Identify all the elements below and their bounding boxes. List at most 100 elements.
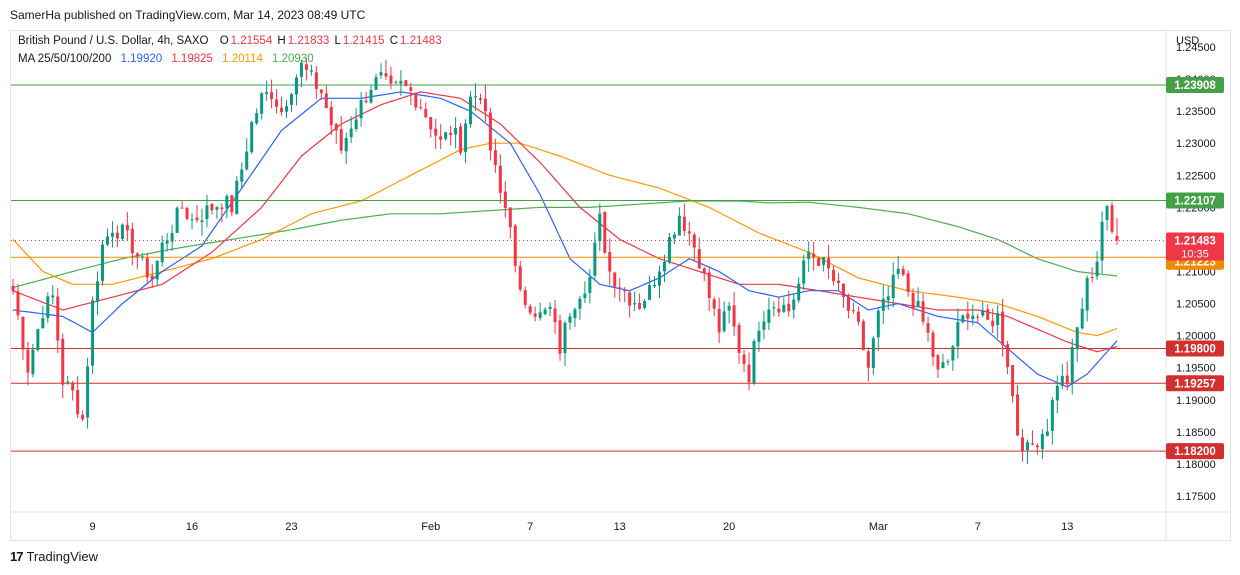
candle: [444, 132, 448, 141]
currency-label[interactable]: USD: [1176, 35, 1200, 47]
candle: [294, 74, 298, 106]
candle-body: [31, 349, 35, 375]
candle-body: [96, 281, 100, 302]
candle: [503, 181, 507, 218]
candle-body: [289, 94, 293, 105]
candle: [851, 302, 855, 314]
candle: [901, 265, 905, 277]
candle: [46, 292, 50, 323]
candle: [1016, 385, 1020, 437]
low-value: 1.21415: [342, 35, 385, 47]
candle-body: [409, 87, 413, 91]
candle-body: [986, 309, 990, 320]
candle-body: [464, 123, 468, 153]
ma100-value: 1.20114: [222, 53, 263, 65]
candle-body: [981, 310, 985, 316]
candle-body: [782, 304, 786, 312]
ma-title[interactable]: MA 25/50/100/200: [18, 53, 112, 65]
level-badge-1.23908-bg: [1166, 77, 1224, 94]
candle-body: [394, 81, 398, 83]
ma-legend: MA 25/50/100/200 1.19920 1.19825 1.20114…: [18, 53, 316, 65]
candle: [493, 138, 497, 173]
candle: [866, 347, 870, 382]
candle-body: [41, 318, 45, 329]
candle-body: [628, 292, 632, 306]
candle-body: [304, 64, 308, 70]
candle: [558, 314, 562, 361]
candle-body: [11, 285, 15, 291]
candle: [76, 376, 80, 419]
candle-body: [866, 351, 870, 368]
candle-body: [235, 180, 239, 214]
candle-body: [1065, 375, 1069, 385]
candle-body: [434, 128, 438, 136]
candle-body: [777, 308, 781, 313]
candle: [1035, 443, 1039, 455]
candle-body: [588, 277, 592, 293]
candle-body: [175, 207, 179, 233]
candle: [991, 308, 995, 333]
candle-body: [260, 93, 264, 114]
candle: [777, 296, 781, 317]
candle: [120, 223, 124, 241]
candle-body: [165, 240, 169, 244]
candle: [707, 266, 711, 312]
candle-body: [469, 96, 473, 125]
candle-body: [309, 70, 313, 72]
candle-body: [926, 323, 930, 333]
candle: [21, 316, 25, 360]
candle: [140, 252, 144, 261]
candle-body: [245, 151, 249, 170]
candle-body: [240, 169, 244, 182]
candle-body: [359, 100, 363, 119]
candle: [488, 107, 492, 161]
candle: [807, 241, 811, 272]
candle: [976, 313, 980, 324]
candle: [697, 237, 701, 270]
candle-body: [115, 232, 119, 239]
candle: [255, 108, 259, 125]
candle-body: [841, 283, 845, 297]
candle-body: [81, 414, 85, 420]
candle-body: [916, 300, 920, 307]
candle: [175, 206, 179, 233]
candle: [802, 254, 806, 291]
candle-body: [876, 310, 880, 338]
x-tick-label: Feb: [421, 521, 440, 533]
candle-body: [1115, 235, 1119, 241]
candle: [86, 357, 90, 429]
candle: [1090, 267, 1094, 283]
candle: [299, 59, 303, 88]
candle-body: [508, 207, 512, 228]
ma25-line: [12, 91, 1118, 388]
y-tick-label: 1.23500: [1176, 106, 1216, 118]
symbol-title[interactable]: British Pound / U.S. Dollar, 4h, SAXO: [18, 35, 209, 47]
candle: [717, 297, 721, 344]
high-label: H: [277, 35, 286, 47]
candle-body: [265, 92, 269, 95]
candle-body: [473, 96, 477, 98]
ma200-value: 1.20930: [272, 53, 314, 65]
candle: [956, 308, 960, 359]
candle-body: [369, 89, 373, 103]
candle-body: [921, 301, 925, 322]
candle: [225, 193, 229, 219]
candle: [682, 203, 686, 236]
candle: [856, 306, 860, 326]
candle: [762, 311, 766, 340]
candle-body: [130, 228, 134, 254]
candle-body: [956, 321, 960, 347]
candle-body: [354, 119, 358, 129]
x-tick-label: Mar: [869, 521, 888, 533]
candle: [334, 122, 338, 144]
candle: [911, 288, 915, 316]
candle: [677, 207, 681, 236]
candle-body: [1080, 308, 1084, 329]
candle-body: [424, 109, 428, 118]
candle-body: [46, 296, 50, 318]
candle: [896, 255, 900, 279]
chart-frame[interactable]: [10, 30, 1231, 541]
last-price-badge-bg: [1166, 232, 1224, 261]
